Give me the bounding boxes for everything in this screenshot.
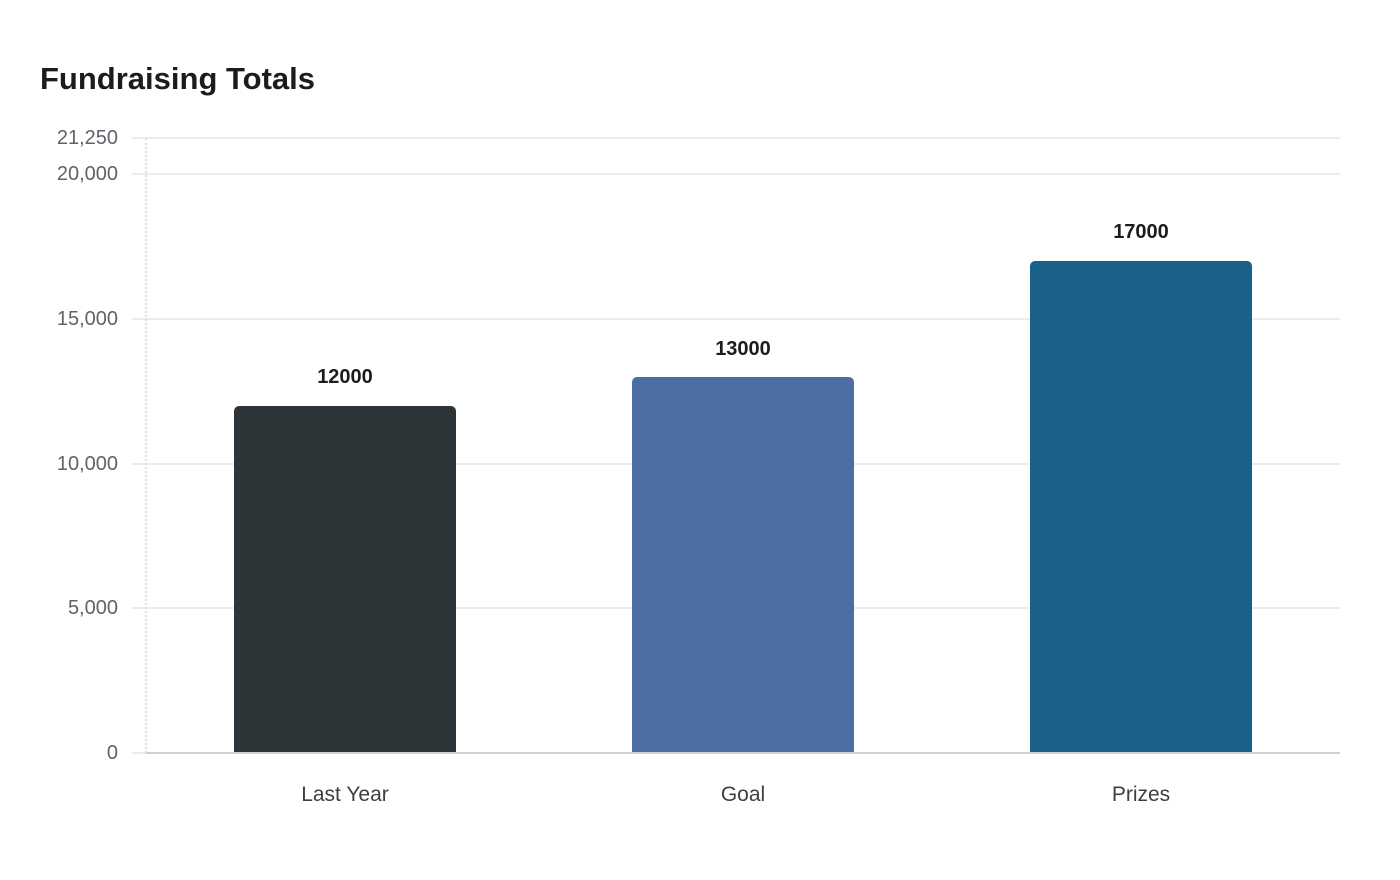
y-tick-label: 20,000 bbox=[56, 163, 118, 185]
x-tick-label: Last Year bbox=[301, 783, 389, 806]
x-tick-label: Prizes bbox=[1111, 783, 1171, 806]
bar-value-label: 12000 bbox=[317, 366, 373, 388]
y-tick-label: 0 bbox=[106, 742, 118, 764]
bar-last-year[interactable] bbox=[234, 406, 456, 753]
bar-value-label: 17000 bbox=[1113, 221, 1169, 243]
bar-prizes[interactable] bbox=[1030, 261, 1252, 753]
gridline-20000 bbox=[132, 173, 1340, 175]
bar-goal[interactable] bbox=[632, 377, 854, 753]
x-tick-label: Goal bbox=[720, 783, 766, 806]
y-axis-line bbox=[145, 138, 147, 753]
y-tick-label: 21,250 bbox=[56, 127, 118, 149]
chart-title: Fundraising Totals bbox=[40, 61, 315, 96]
x-axis-line bbox=[146, 752, 1340, 754]
y-tick-label: 15,000 bbox=[56, 308, 118, 330]
bar-value-label: 13000 bbox=[715, 338, 771, 360]
y-tick-label: 5,000 bbox=[67, 597, 118, 619]
gridline-21250 bbox=[132, 137, 1340, 139]
y-tick-label: 10,000 bbox=[56, 453, 118, 475]
gridline-15000 bbox=[132, 318, 1340, 320]
